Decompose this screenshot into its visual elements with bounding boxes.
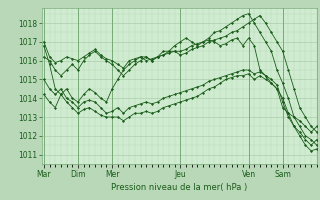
X-axis label: Pression niveau de la mer( hPa ): Pression niveau de la mer( hPa ) <box>111 183 247 192</box>
